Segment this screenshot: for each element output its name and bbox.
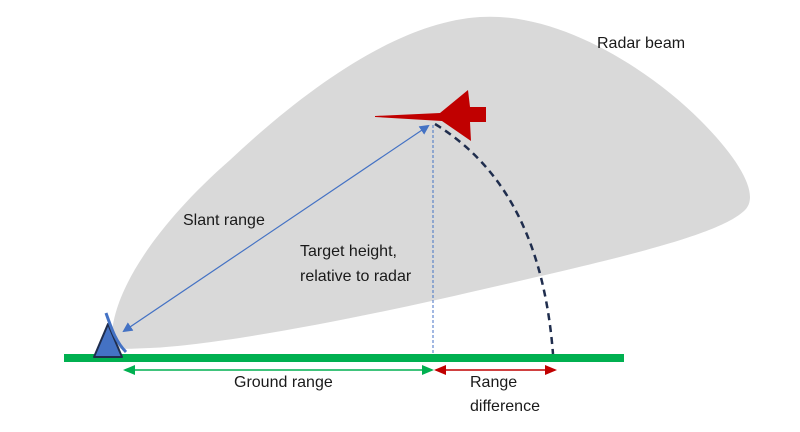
aircraft-icon: [375, 90, 486, 141]
ground-line: [64, 354, 624, 362]
slant-range-label: Slant range: [183, 212, 265, 229]
target-height-label-line1: Target height,: [300, 243, 397, 260]
range-arc-dashed: [434, 122, 555, 355]
range-difference-label-line1: Range: [470, 374, 518, 391]
slant-range-arrow: [122, 124, 430, 333]
range-difference-label-line2: difference: [470, 398, 540, 415]
radar-beam-label: Radar beam: [597, 35, 686, 52]
target-height-label-line2: relative to radar: [300, 268, 412, 285]
radar-beam-lobe: [111, 16, 750, 349]
radar-antenna-icon: [93, 312, 128, 358]
ground-range-label: Ground range: [234, 374, 333, 391]
